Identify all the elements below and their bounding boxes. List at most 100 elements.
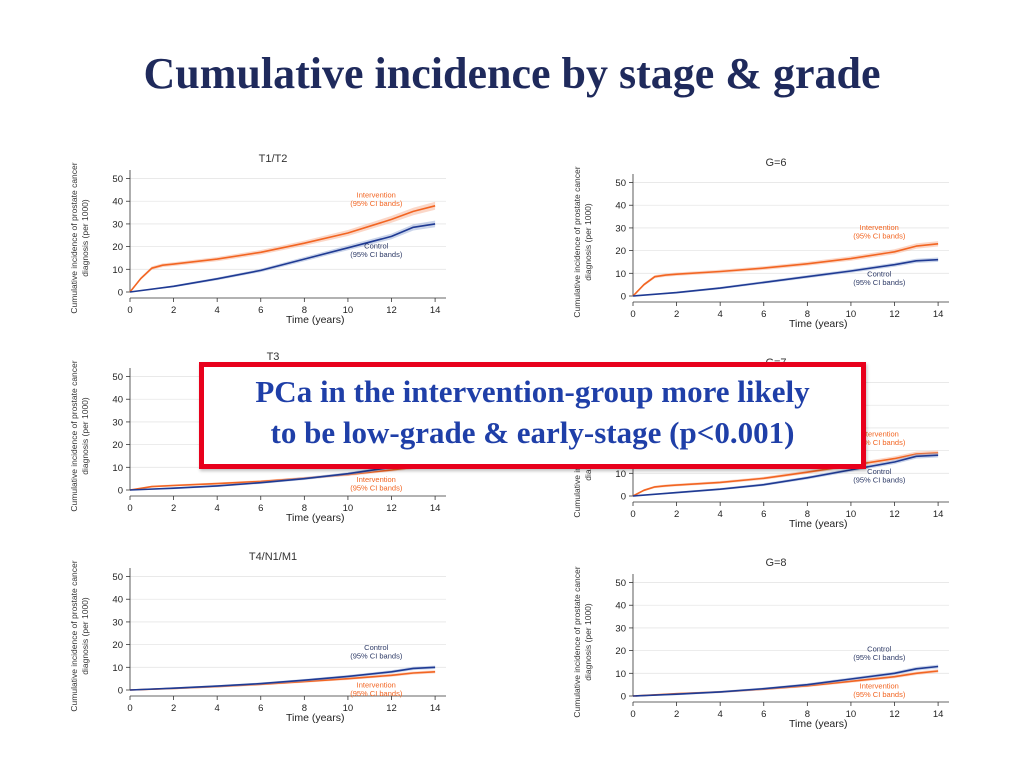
y-tick-label: 0 <box>621 292 626 303</box>
x-tick-label: 8 <box>302 503 307 514</box>
chart-t1t2: T1/T2 Cumulative incidence of prostate ca… <box>69 153 446 326</box>
x-tick-label: 2 <box>171 503 176 514</box>
series-line-control <box>129 223 436 293</box>
x-tick-label: 2 <box>674 509 679 520</box>
y-tick-label: 30 <box>112 417 123 428</box>
series-line-control <box>129 666 436 691</box>
x-tick-label: 8 <box>805 509 810 520</box>
x-tick-label: 6 <box>761 509 766 520</box>
slide-title: Cumulative incidence by stage & grade <box>143 49 881 98</box>
x-tick-label: 2 <box>674 309 679 320</box>
series-line-intervention <box>632 452 939 497</box>
series-line-control <box>632 258 939 297</box>
x-tick-label: 12 <box>889 509 900 520</box>
y-tick-label: 10 <box>112 663 123 674</box>
x-axis-label: Time (years) <box>789 718 848 730</box>
chart-panel-t1t2: T1/T2 Cumulative incidence of prostate ca… <box>68 148 468 338</box>
x-tick-label: 12 <box>889 709 900 720</box>
y-tick-label: 20 <box>112 440 123 451</box>
y-tick-label: 10 <box>112 463 123 474</box>
series-label-control: Control <box>364 241 389 250</box>
y-axis-label-line-2: diagnosis (per 1000) <box>583 603 593 681</box>
series-band-label-intervention: (95% CI bands) <box>350 199 403 208</box>
x-tick-label: 6 <box>258 503 263 514</box>
y-tick-label: 30 <box>615 623 626 634</box>
chart-title: T1/T2 <box>259 153 288 165</box>
series-label-intervention: Intervention <box>357 680 396 689</box>
y-tick-label: 20 <box>615 646 626 657</box>
series-label-control: Control <box>867 467 892 476</box>
chart-panel-t4n1m1: T4/N1/M1 Cumulative incidence of prostate… <box>68 546 468 736</box>
x-tick-label: 12 <box>386 703 397 714</box>
x-axis-label: Time (years) <box>286 314 345 326</box>
x-tick-label: 0 <box>127 703 132 714</box>
chart-title: G=8 <box>765 557 786 569</box>
series-line-intervention <box>632 243 939 297</box>
y-tick-label: 20 <box>112 242 123 253</box>
y-tick-label: 20 <box>112 640 123 651</box>
x-tick-label: 14 <box>933 709 944 720</box>
chart-t4n1m1: T4/N1/M1 Cumulative incidence of prostate… <box>69 551 446 724</box>
chart-g6: G=6 Cumulative incidence of prostate canc… <box>572 157 949 330</box>
y-tick-label: 50 <box>112 372 123 383</box>
chart-title: G=6 <box>765 157 786 169</box>
y-tick-label: 50 <box>615 578 626 589</box>
series-label-control: Control <box>364 643 389 652</box>
series-line-intervention <box>129 205 436 293</box>
x-tick-label: 10 <box>846 509 857 520</box>
ci-band-intervention <box>130 201 436 292</box>
x-tick-label: 0 <box>630 509 635 520</box>
series-band-label-intervention: (95% CI bands) <box>350 484 403 493</box>
x-tick-label: 10 <box>343 703 354 714</box>
y-tick-label: 30 <box>112 219 123 230</box>
x-tick-label: 4 <box>215 703 220 714</box>
y-axis-label-line-2: diagnosis (per 1000) <box>80 597 90 675</box>
y-axis-label-line-2: diagnosis (per 1000) <box>80 397 90 475</box>
series-band-label-intervention: (95% CI bands) <box>853 690 906 699</box>
y-axis-label-line-2: diagnosis (per 1000) <box>80 199 90 277</box>
x-tick-label: 12 <box>889 309 900 320</box>
x-tick-label: 6 <box>258 703 263 714</box>
x-tick-label: 0 <box>127 305 132 316</box>
x-tick-label: 0 <box>630 709 635 720</box>
y-tick-label: 40 <box>112 595 123 606</box>
series-label-intervention: Intervention <box>860 430 899 439</box>
x-tick-label: 4 <box>718 709 723 720</box>
x-tick-label: 10 <box>846 309 857 320</box>
y-tick-label: 10 <box>615 669 626 680</box>
x-tick-label: 4 <box>718 509 723 520</box>
ci-band-control <box>633 452 939 496</box>
x-tick-label: 6 <box>761 709 766 720</box>
y-tick-label: 50 <box>112 174 123 185</box>
x-tick-label: 8 <box>302 305 307 316</box>
series-band-label-intervention: (95% CI bands) <box>350 689 403 698</box>
series-band-label-control: (95% CI bands) <box>853 475 906 484</box>
y-tick-label: 30 <box>615 223 626 234</box>
series-band-label-control: (95% CI bands) <box>350 651 403 660</box>
x-tick-label: 2 <box>674 709 679 720</box>
y-tick-label: 20 <box>615 246 626 257</box>
y-tick-label: 40 <box>615 601 626 612</box>
y-tick-label: 10 <box>615 469 626 480</box>
series-label-control: Control <box>867 270 892 279</box>
x-tick-label: 4 <box>718 309 723 320</box>
y-axis-label-line-1: Cumulative incidence of prostate cancer <box>69 162 79 313</box>
x-tick-label: 2 <box>171 305 176 316</box>
series-band-label-control: (95% CI bands) <box>350 250 403 259</box>
y-tick-label: 10 <box>112 265 123 276</box>
x-tick-label: 14 <box>933 309 944 320</box>
callout-box: PCa in the intervention-group more likel… <box>199 362 866 469</box>
ci-band-intervention <box>633 241 939 296</box>
callout-line-2: to be low-grade & early-stage (p<0.001) <box>270 415 795 450</box>
y-axis-label-line-1: Cumulative incidence of prostate cancer <box>69 360 79 511</box>
y-tick-label: 40 <box>112 197 123 208</box>
series-label-intervention: Intervention <box>860 682 899 691</box>
series-band-label-control: (95% CI bands) <box>853 278 906 287</box>
y-tick-label: 0 <box>621 692 626 703</box>
series-line-control <box>632 454 939 497</box>
chart-title: T3 <box>267 351 280 363</box>
y-tick-label: 30 <box>112 617 123 628</box>
x-tick-label: 14 <box>430 703 441 714</box>
x-tick-label: 2 <box>171 703 176 714</box>
y-tick-label: 0 <box>118 288 123 299</box>
